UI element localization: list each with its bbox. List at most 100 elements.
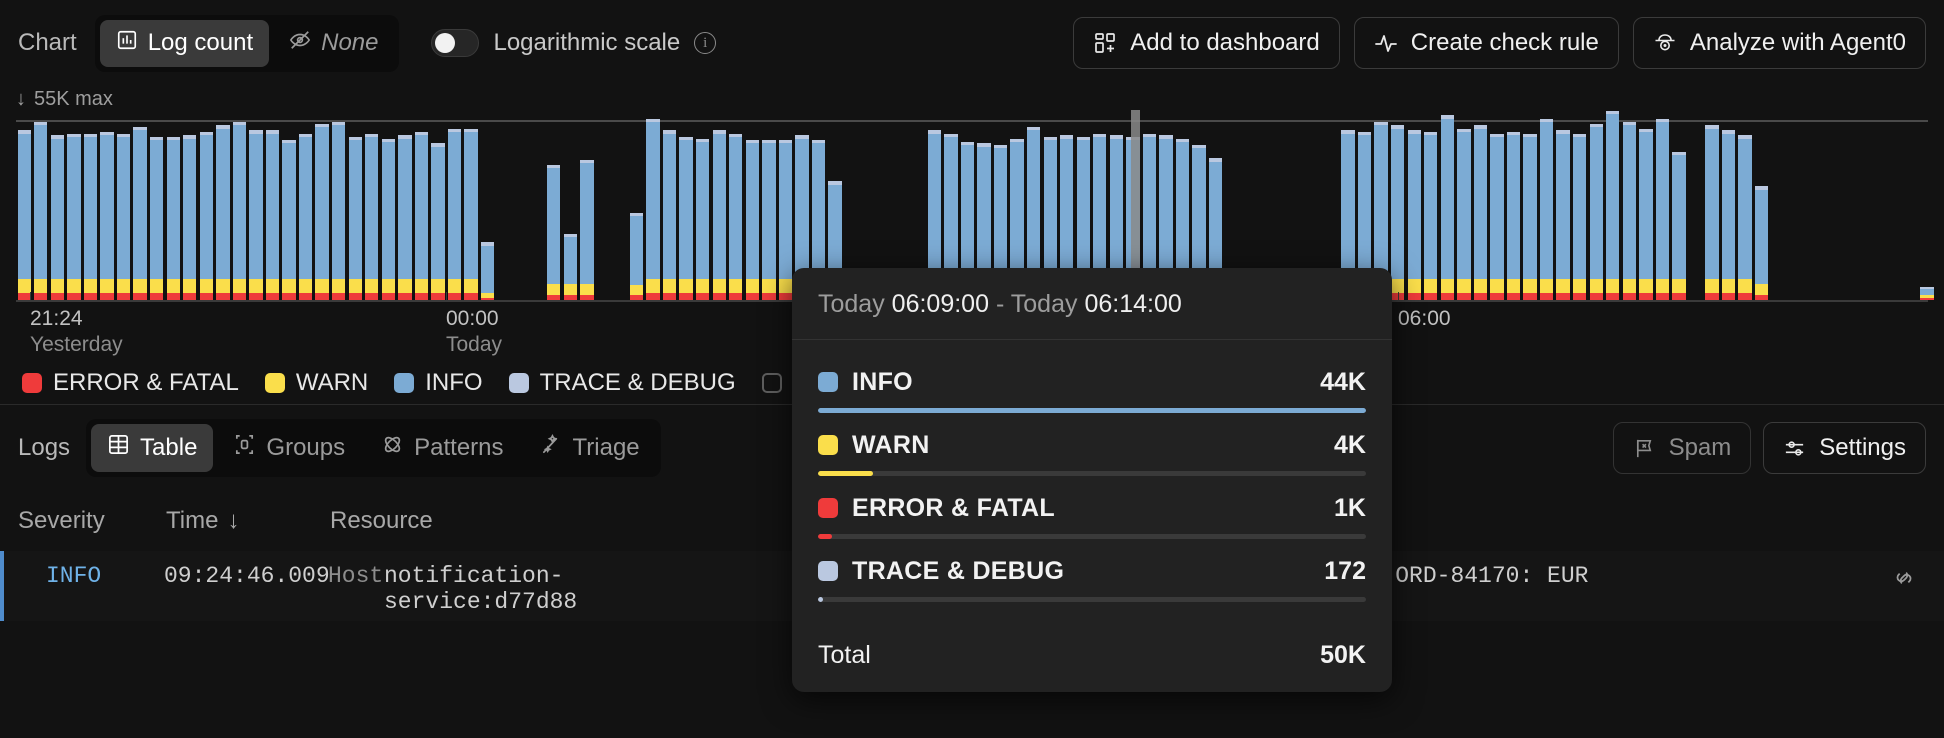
- chart-plot-area[interactable]: [16, 110, 1936, 300]
- chart-bar[interactable]: [82, 122, 99, 300]
- tab-patterns[interactable]: Patterns: [365, 424, 519, 472]
- tab-table[interactable]: Table: [91, 424, 214, 472]
- chart-bar[interactable]: [1753, 122, 1770, 300]
- chart-bar[interactable]: [579, 122, 596, 300]
- legend-item-2[interactable]: INFO: [394, 369, 483, 397]
- chart-bar[interactable]: [264, 122, 281, 300]
- chart-bar[interactable]: [1770, 122, 1787, 300]
- chart-bar[interactable]: [1439, 115, 1456, 300]
- chart-bar[interactable]: [1654, 118, 1671, 300]
- chart-bar[interactable]: [1571, 122, 1588, 300]
- chart-bar[interactable]: [1671, 122, 1688, 300]
- chart-bar[interactable]: [1621, 122, 1638, 300]
- chart-bar[interactable]: [1902, 122, 1919, 300]
- column-header-time[interactable]: Time ↓: [166, 507, 330, 535]
- chart-bar[interactable]: [546, 122, 563, 300]
- chart-bar[interactable]: [1919, 122, 1936, 300]
- chart-bar[interactable]: [446, 122, 463, 300]
- chart-bar[interactable]: [661, 122, 678, 300]
- chart-bar[interactable]: [1704, 122, 1721, 300]
- chart-bar[interactable]: [777, 122, 794, 300]
- chart-bar[interactable]: [181, 122, 198, 300]
- column-header-resource[interactable]: Resource: [330, 507, 433, 535]
- chart-bar[interactable]: [562, 122, 579, 300]
- group-by-button[interactable]: None: [273, 20, 394, 67]
- chart-bar[interactable]: [1605, 110, 1622, 300]
- chart-bar[interactable]: [761, 122, 778, 300]
- chart-bar[interactable]: [347, 122, 364, 300]
- chart-bar[interactable]: [678, 122, 695, 300]
- chart-bar[interactable]: [1422, 122, 1439, 300]
- legend-item-3[interactable]: TRACE & DEBUG: [508, 369, 736, 397]
- settings-button[interactable]: Settings: [1763, 422, 1926, 474]
- chart-bar[interactable]: [397, 122, 414, 300]
- chart-bar[interactable]: [1555, 122, 1572, 300]
- chart-bar[interactable]: [529, 122, 546, 300]
- chart-bar[interactable]: [215, 122, 232, 300]
- tab-triage[interactable]: Triage: [524, 424, 656, 472]
- chart-bar[interactable]: [1489, 122, 1506, 300]
- chart-bar[interactable]: [496, 122, 513, 300]
- analyze-with-agent-button[interactable]: Analyze with Agent0: [1632, 17, 1926, 69]
- chart-bar[interactable]: [430, 122, 447, 300]
- chart-bar[interactable]: [1820, 122, 1837, 300]
- chart-bar[interactable]: [132, 122, 149, 300]
- chart-bar[interactable]: [248, 122, 265, 300]
- chart-bar[interactable]: [1588, 122, 1605, 300]
- legend-item-1[interactable]: WARN: [264, 369, 368, 397]
- chart-bar[interactable]: [711, 122, 728, 300]
- chart-bar[interactable]: [363, 122, 380, 300]
- column-header-severity[interactable]: Severity: [0, 507, 166, 535]
- chart-bar[interactable]: [413, 122, 430, 300]
- legend-item-0[interactable]: ERROR & FATAL: [22, 369, 239, 397]
- chart-bar[interactable]: [612, 122, 629, 300]
- chart-bar[interactable]: [148, 122, 165, 300]
- chart-bar[interactable]: [1389, 122, 1406, 300]
- add-to-dashboard-button[interactable]: Add to dashboard: [1073, 17, 1340, 69]
- chart-bar[interactable]: [1687, 122, 1704, 300]
- chart-bar[interactable]: [1869, 122, 1886, 300]
- chart-bar[interactable]: [1472, 122, 1489, 300]
- tab-groups[interactable]: Groups: [217, 424, 361, 472]
- chart-bar[interactable]: [1720, 122, 1737, 300]
- chart-bar[interactable]: [694, 122, 711, 300]
- chart-bar[interactable]: [297, 122, 314, 300]
- chart-bar[interactable]: [380, 122, 397, 300]
- chart-bar[interactable]: [281, 122, 298, 300]
- chart-bar[interactable]: [1803, 122, 1820, 300]
- info-icon[interactable]: i: [694, 32, 717, 54]
- chart-bar[interactable]: [1505, 122, 1522, 300]
- chart-bar[interactable]: [1522, 122, 1539, 300]
- chart-bar[interactable]: [165, 122, 182, 300]
- chart-bar[interactable]: [49, 122, 66, 300]
- log-count-button[interactable]: Log count: [99, 19, 270, 67]
- chart-bar[interactable]: [33, 122, 50, 300]
- chart-bar[interactable]: [728, 122, 745, 300]
- chart-bar[interactable]: [1638, 122, 1655, 300]
- chart-bar[interactable]: [628, 122, 645, 300]
- chart-bar[interactable]: [1836, 122, 1853, 300]
- chart-bar[interactable]: [744, 122, 761, 300]
- chart-bar[interactable]: [198, 122, 215, 300]
- chart-bar[interactable]: [1853, 122, 1870, 300]
- chart-bar[interactable]: [463, 122, 480, 300]
- chart-bar[interactable]: [595, 122, 612, 300]
- chart-bar[interactable]: [1886, 122, 1903, 300]
- chart-bar[interactable]: [645, 118, 662, 300]
- chart-bar[interactable]: [66, 122, 83, 300]
- logarithmic-scale-toggle[interactable]: [431, 29, 480, 57]
- chart-bar[interactable]: [99, 122, 116, 300]
- chart-bar[interactable]: [1737, 122, 1754, 300]
- spam-button[interactable]: Spam: [1612, 422, 1752, 474]
- chart-bar[interactable]: [16, 122, 33, 300]
- link-chain-icon[interactable]: [1864, 563, 1944, 591]
- chart-bar[interactable]: [1456, 122, 1473, 300]
- chart-bar[interactable]: [314, 122, 331, 300]
- chart-bar[interactable]: [1406, 122, 1423, 300]
- chart-bar[interactable]: [512, 122, 529, 300]
- chart-bar[interactable]: [115, 122, 132, 300]
- chart-bar[interactable]: [479, 122, 496, 300]
- create-check-rule-button[interactable]: Create check rule: [1353, 17, 1619, 69]
- chart-bar[interactable]: [231, 122, 248, 300]
- chart-bar[interactable]: [1538, 118, 1555, 300]
